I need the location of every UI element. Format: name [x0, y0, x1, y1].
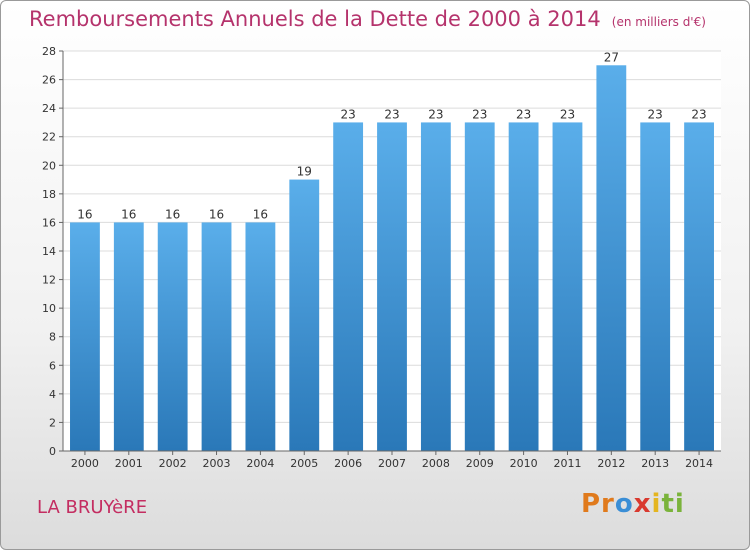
bar-2009 — [464, 122, 495, 451]
bar-value-label: 23 — [340, 107, 355, 121]
bar-value-label: 16 — [77, 207, 92, 221]
y-tick-label: 12 — [42, 274, 56, 287]
y-tick-label: 6 — [49, 359, 56, 372]
y-tick-label: 14 — [42, 245, 56, 258]
chart-title-main: Remboursements Annuels de la Dette de 20… — [29, 7, 601, 31]
x-tick-label: 2002 — [159, 457, 187, 470]
proxiti-logo: Proxiti — [581, 489, 685, 519]
bar-2004 — [245, 222, 276, 451]
bar-2013 — [640, 122, 671, 451]
x-tick-label: 2007 — [378, 457, 406, 470]
chart-title-unit: (en milliers d'€) — [611, 15, 706, 29]
y-tick-label: 0 — [49, 445, 56, 458]
bar-value-label: 23 — [648, 107, 663, 121]
x-tick-label: 2008 — [422, 457, 450, 470]
x-tick-label: 2006 — [334, 457, 362, 470]
bar-2003 — [201, 222, 232, 451]
bar-value-label: 16 — [253, 207, 268, 221]
bar-2006 — [333, 122, 364, 451]
y-tick-label: 22 — [42, 131, 56, 144]
logo-part-1: Pr — [581, 489, 615, 519]
bar-value-label: 16 — [121, 207, 136, 221]
x-tick-label: 2003 — [203, 457, 231, 470]
x-tick-label: 2011 — [553, 457, 581, 470]
bar-value-label: 23 — [516, 107, 531, 121]
logo-part-3: x — [633, 489, 652, 519]
bar-value-label: 27 — [604, 50, 619, 64]
logo-part-4: i — [651, 489, 662, 519]
bar-value-label: 23 — [472, 107, 487, 121]
x-tick-label: 2009 — [466, 457, 494, 470]
y-tick-label: 20 — [42, 159, 56, 172]
y-tick-label: 16 — [42, 216, 56, 229]
bar-2002 — [157, 222, 188, 451]
bar-2008 — [420, 122, 451, 451]
commune-name: LA BRUYèRE — [37, 497, 148, 518]
bar-2007 — [377, 122, 407, 451]
x-tick-label: 2000 — [71, 457, 99, 470]
x-tick-label: 2012 — [597, 457, 625, 470]
x-tick-label: 2005 — [290, 457, 318, 470]
y-tick-label: 8 — [49, 331, 56, 344]
bar-value-label: 19 — [297, 165, 312, 179]
bar-2012 — [596, 65, 627, 452]
bar-value-label: 23 — [384, 107, 399, 121]
x-tick-label: 2013 — [641, 457, 669, 470]
bar-value-label: 16 — [209, 207, 224, 221]
y-tick-label: 26 — [42, 74, 56, 87]
x-tick-label: 2001 — [115, 457, 143, 470]
bar-2010 — [508, 122, 539, 451]
y-tick-label: 2 — [49, 416, 56, 429]
y-tick-label: 28 — [42, 45, 56, 58]
y-tick-label: 18 — [42, 188, 56, 201]
bar-2000 — [70, 222, 100, 451]
y-tick-label: 10 — [42, 302, 56, 315]
bar-2011 — [552, 122, 583, 451]
bar-2005 — [289, 179, 320, 452]
x-tick-label: 2010 — [510, 457, 538, 470]
x-tick-label: 2014 — [685, 457, 713, 470]
x-tick-label: 2004 — [246, 457, 274, 470]
bar-value-label: 23 — [691, 107, 706, 121]
y-tick-label: 4 — [49, 388, 56, 401]
bar-2014 — [684, 122, 714, 451]
bar-2001 — [113, 222, 144, 451]
chart-title: Remboursements Annuels de la Dette de 20… — [29, 7, 706, 31]
bar-value-label: 16 — [165, 207, 180, 221]
bars: 16 16 16 16 16 19 23 23 23 23 23 23 27 23 23 — [70, 50, 714, 452]
y-tick-label: 24 — [42, 102, 56, 115]
logo-part-2: o — [614, 489, 634, 519]
bar-value-label: 23 — [560, 107, 575, 121]
bar-value-label: 23 — [428, 107, 443, 121]
logo-part-5: ti — [661, 489, 685, 519]
